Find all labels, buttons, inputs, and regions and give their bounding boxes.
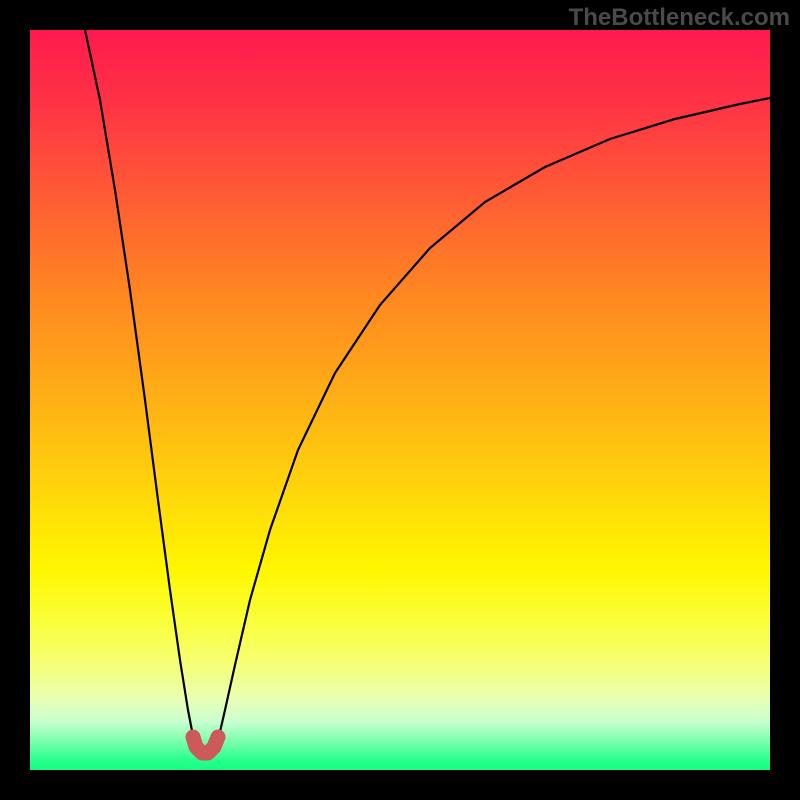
chart-svg	[0, 0, 800, 800]
chart-frame: TheBottleneck.com	[0, 0, 800, 800]
plot-area	[30, 30, 770, 770]
watermark-text: TheBottleneck.com	[569, 4, 790, 32]
plot-gradient-background	[30, 30, 770, 770]
